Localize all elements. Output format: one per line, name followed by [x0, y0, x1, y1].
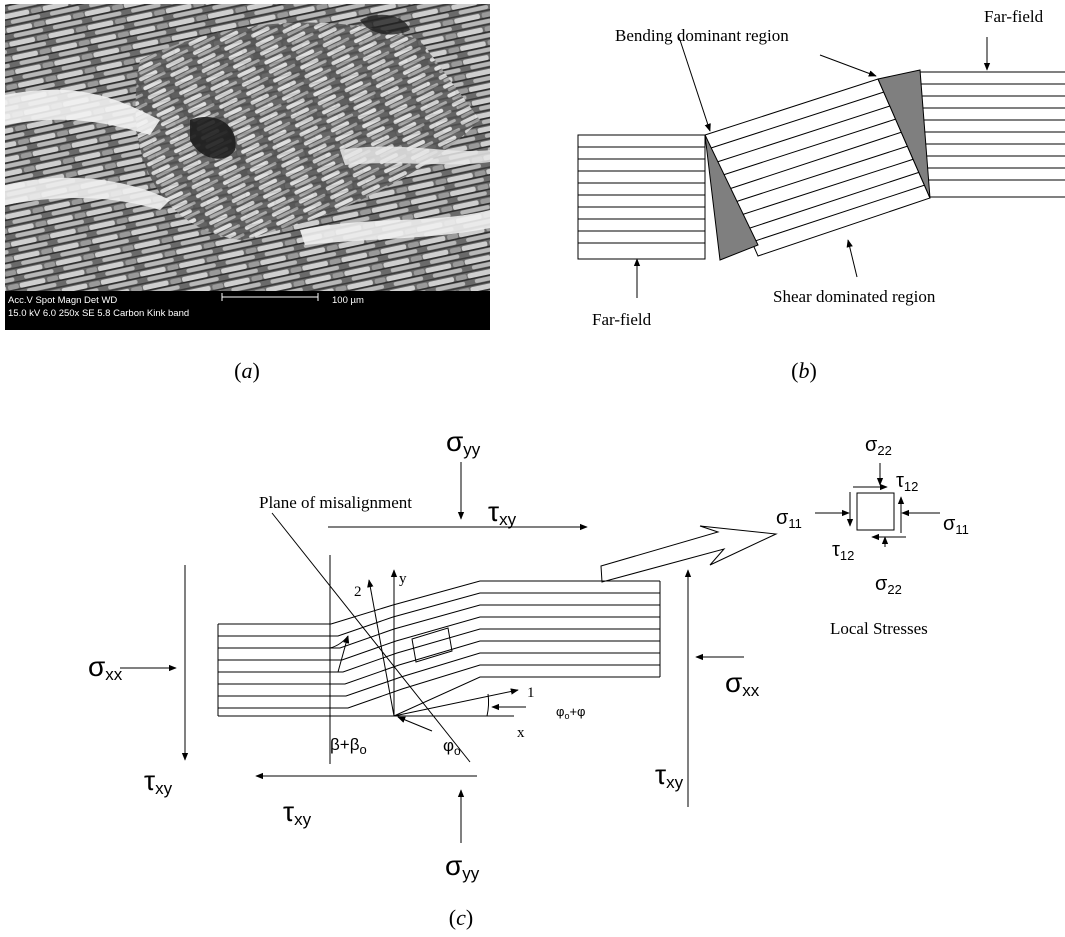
label-sigma-xx-right: σxx [725, 667, 760, 700]
axis-1 [393, 688, 519, 717]
label-sigma-yy-top: σyy [446, 426, 481, 459]
zoom-arrow [600, 525, 778, 583]
axis-2 [367, 579, 395, 717]
label-tau-xy-top: τxy [488, 496, 517, 529]
label-shear-region: Shear dominated region [773, 287, 936, 306]
label-sigma-xx-left: σxx [88, 651, 123, 684]
fiber-lines-left [578, 146, 705, 244]
sem-micrograph [5, 4, 490, 330]
label-plane-of-misalignment: Plane of misalignment [259, 493, 412, 512]
sem-info-row2: 15.0 kV 6.0 250x SE 5.8 Carbon Kink band [8, 308, 189, 319]
label-sigma-11-left: σ11 [776, 507, 802, 531]
bending-region-right [877, 69, 931, 199]
fiber-lines-band [710, 91, 926, 243]
local-stress-element [856, 492, 895, 531]
farfield-block-right [919, 71, 1065, 198]
label-tau-xy-left: τxy [144, 765, 173, 798]
caption-b: (b) [791, 358, 817, 383]
label-sigma-yy-bottom: σyy [445, 850, 480, 883]
label-phi-o: φo [443, 736, 461, 758]
label-sigma-22-top: σ22 [865, 434, 892, 458]
label-tau-xy-bottom: τxy [283, 796, 312, 829]
bending-region-left [704, 134, 759, 261]
label-farfield-top: Far-field [984, 7, 1044, 26]
caption-a: (a) [234, 358, 260, 383]
label-axis-y: y [399, 571, 407, 587]
label-tau-xy-right: τxy [655, 759, 684, 792]
label-axis-1: 1 [527, 685, 535, 701]
plane-of-misalignment-line [271, 512, 471, 763]
sem-scale-label: 100 µm [332, 295, 364, 306]
label-tau-12-right: τ12 [896, 470, 918, 494]
label-tau-12-left: τ12 [832, 539, 854, 563]
panel-b [577, 36, 1065, 298]
farfield-block-left [577, 134, 706, 260]
label-local-stresses: Local Stresses [830, 619, 928, 638]
label-bending-region: Bending dominant region [615, 26, 789, 45]
label-axis-x: x [517, 725, 525, 741]
label-farfield-bottom: Far-field [592, 310, 652, 329]
caption-c: (c) [449, 905, 473, 930]
label-sigma-11-right: σ11 [943, 513, 969, 537]
sem-info-row1: Acc.V Spot Magn Det WD [8, 295, 117, 306]
label-beta-beta-o: β+βo [330, 735, 367, 757]
label-phi-o-plus-phi: φo+φ [556, 704, 585, 721]
fiber-lines-right [920, 83, 1065, 181]
panel-a: Acc.V Spot Magn Det WD 15.0 kV 6.0 250x … [5, 4, 490, 383]
panel-c [120, 462, 940, 843]
label-sigma-22-bottom: σ22 [875, 573, 902, 597]
label-axis-2: 2 [354, 584, 362, 600]
specimen-fibers [217, 580, 661, 717]
